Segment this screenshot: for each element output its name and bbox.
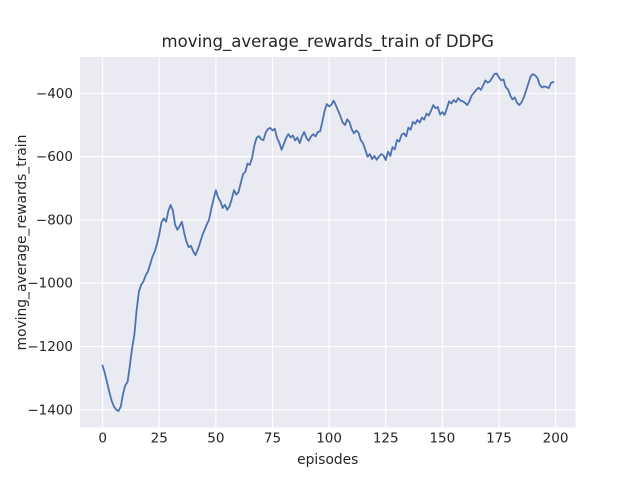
data-line	[101, 72, 555, 412]
y-tick-label: −400	[36, 86, 73, 102]
y-tick-labels: −400 −600 −800 −1000 −1200 −1400	[27, 86, 73, 418]
x-tick-label: 25	[151, 431, 168, 447]
y-tick-label: −1200	[27, 339, 73, 355]
x-tick-label: 175	[486, 431, 512, 447]
x-tick-label: 100	[316, 431, 342, 447]
plot-area	[80, 57, 576, 428]
y-tick-label: −1400	[27, 402, 73, 418]
y-axis-label: moving_average_rewards_train	[14, 135, 30, 351]
x-tick-label: 125	[373, 431, 399, 447]
x-tick-label: 200	[543, 431, 569, 447]
x-tick-label: 50	[207, 431, 224, 447]
grid-lines	[80, 57, 576, 428]
x-tick-label: 75	[264, 431, 281, 447]
chart-title: moving_average_rewards_train of DDPG	[162, 32, 494, 52]
y-tick-label: −600	[36, 149, 73, 165]
x-tick-label: 150	[429, 431, 455, 447]
y-tick-label: −800	[36, 212, 73, 228]
x-tick-labels: 0 25 50 75 100 125 150 175 200	[98, 431, 568, 447]
x-tick-label: 0	[98, 431, 107, 447]
x-axis-label: episodes	[297, 452, 358, 468]
y-tick-label: −1000	[27, 276, 73, 292]
